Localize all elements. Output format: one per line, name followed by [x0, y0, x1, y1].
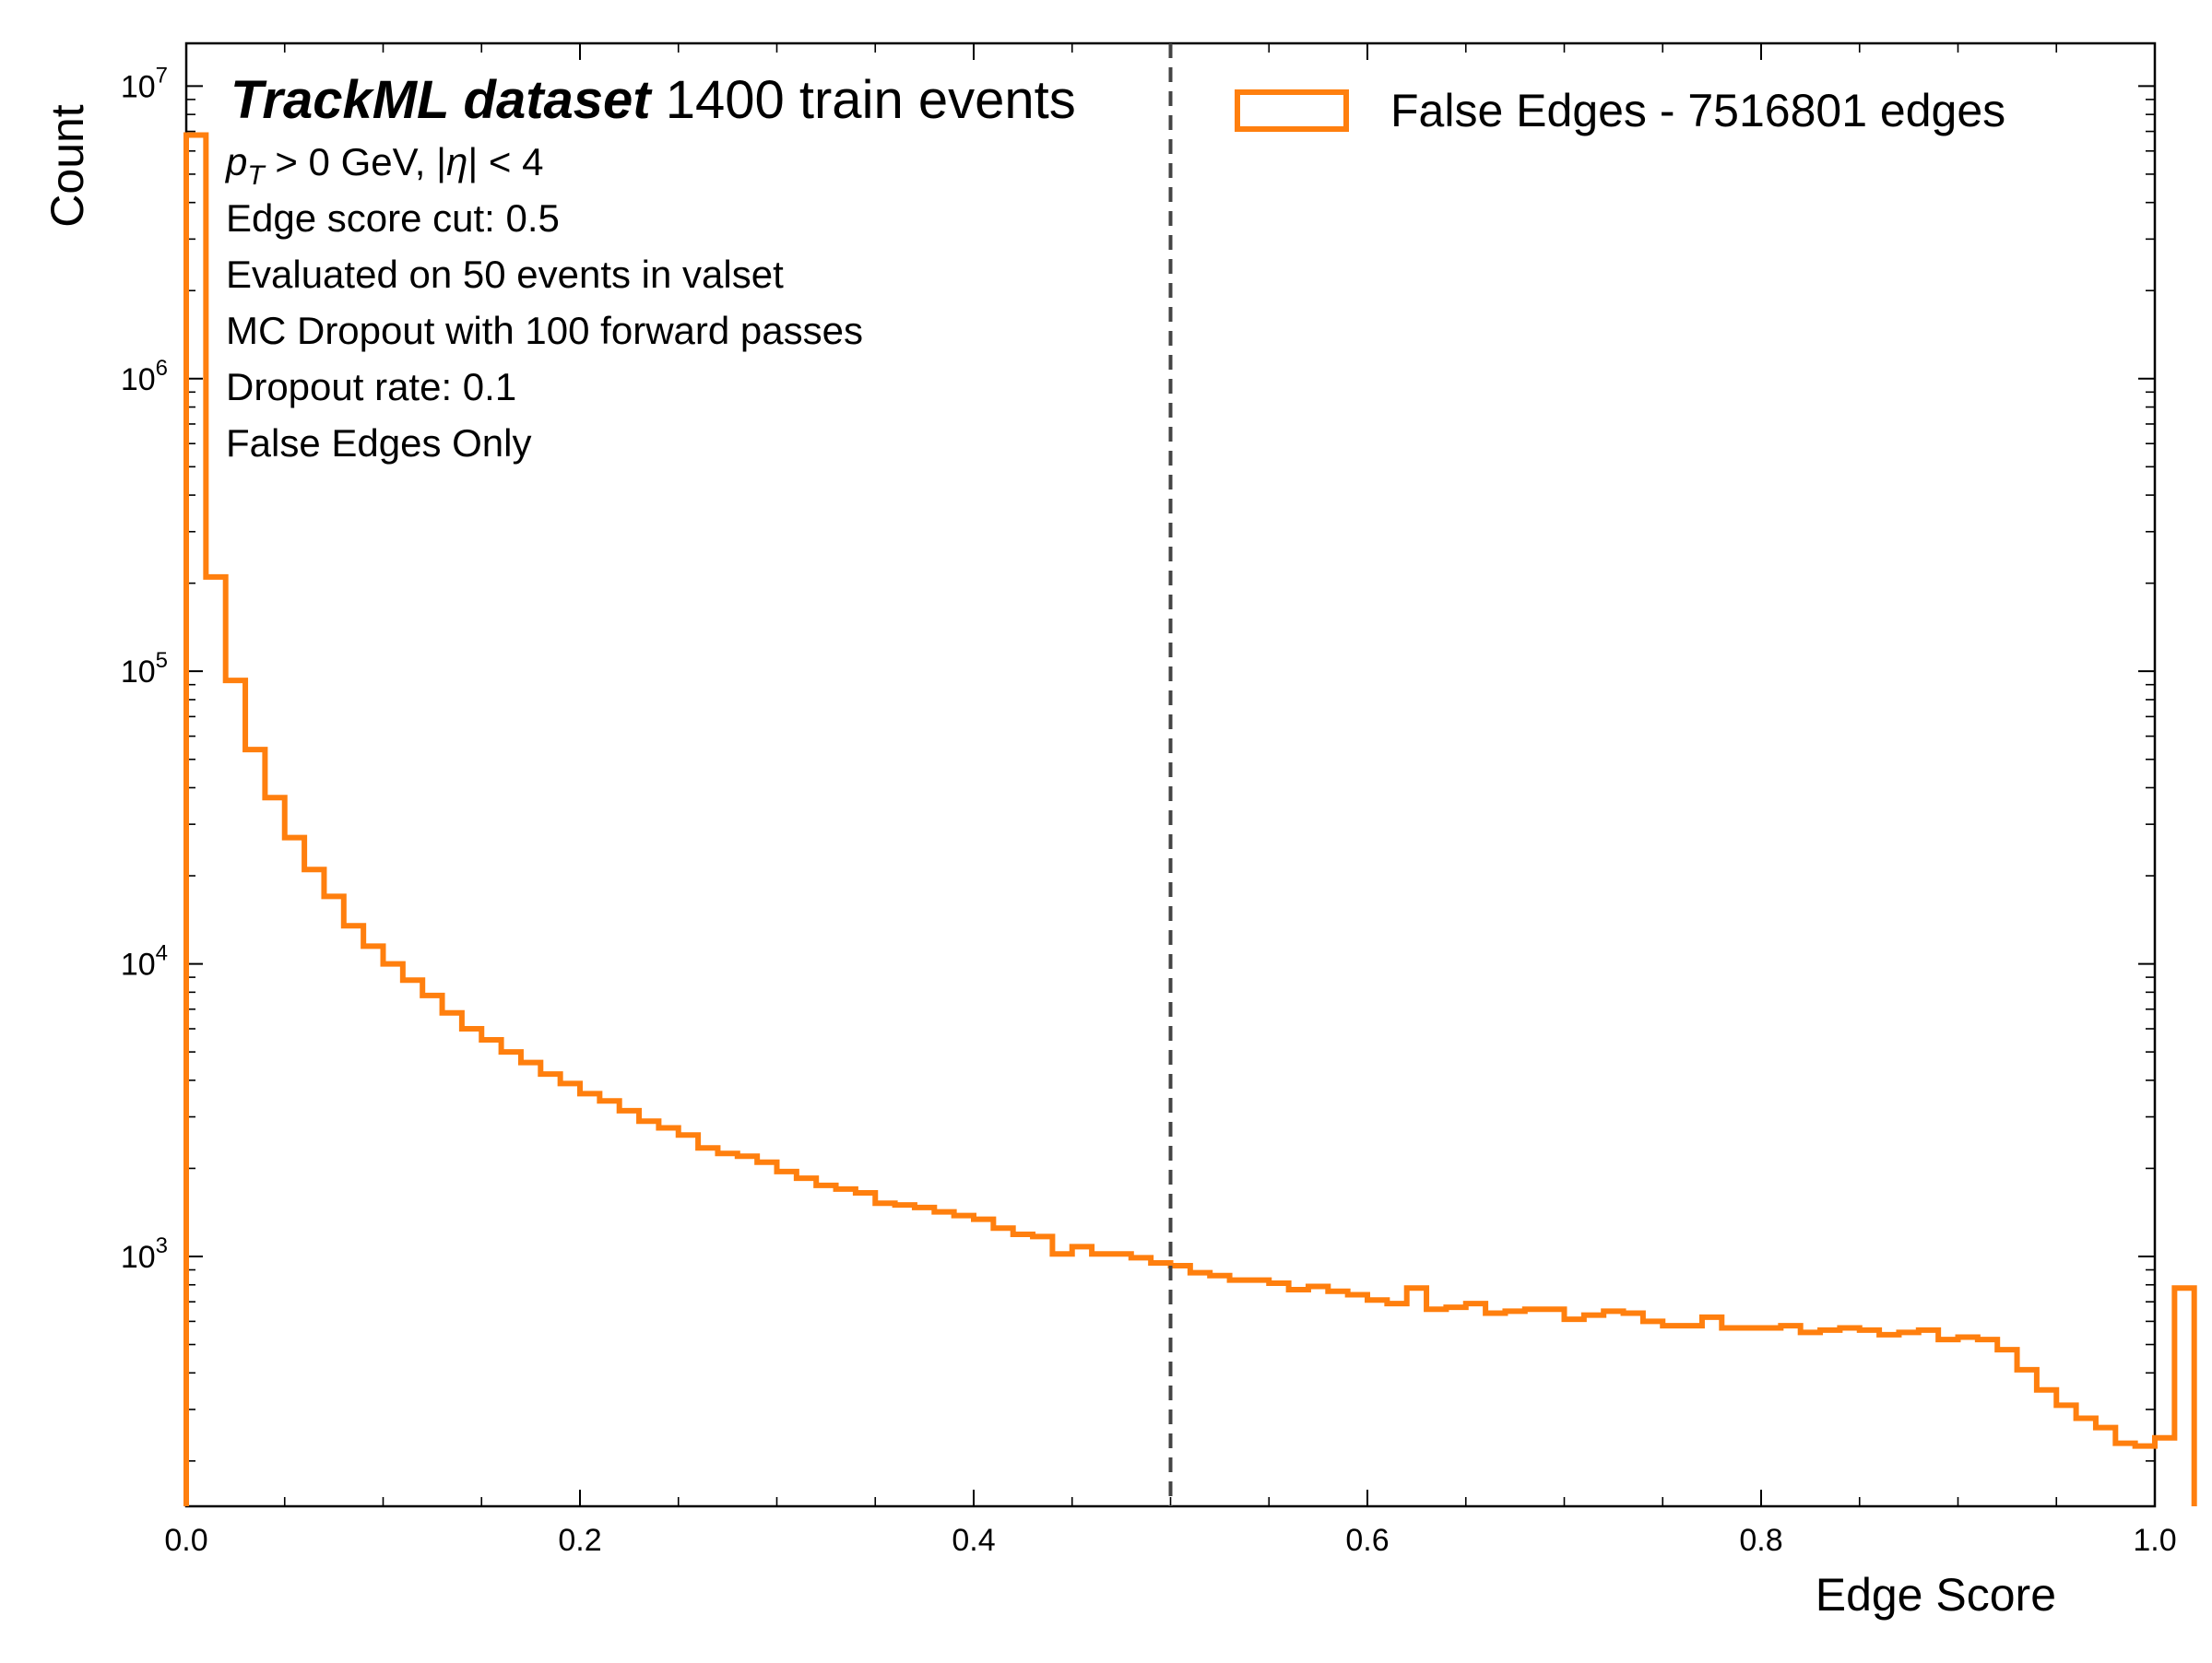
x-tick-label: 0.2 [558, 1523, 601, 1558]
annotation-title-bold: TrackML dataset [231, 70, 653, 130]
y-tick-label: 106 [121, 356, 168, 397]
histogram-series [183, 132, 2197, 1506]
annotation-line: Edge score cut: 0.5 [226, 196, 560, 240]
x-axis-label: Edge Score [1816, 1569, 2056, 1621]
y-tick-label: 103 [121, 1233, 168, 1275]
annotation-line: False Edges Only [226, 421, 532, 465]
legend: False Edges - 7516801 edges [1235, 85, 2005, 136]
y-tick-base: 10 [121, 362, 156, 397]
annotation-line: Dropout rate: 0.1 [226, 365, 516, 408]
eta-symbol: η [446, 140, 467, 183]
pt-symbol: p [224, 140, 247, 183]
series-layer [183, 43, 2197, 1506]
y-tick-base: 10 [121, 1240, 156, 1275]
legend-swatch [1235, 89, 1349, 132]
y-tick-base: 10 [121, 948, 156, 983]
legend-label: False Edges - 7516801 edges [1390, 85, 2005, 136]
y-tick-exponent: 3 [156, 1233, 168, 1258]
x-tick-label: 1.0 [2133, 1523, 2176, 1558]
annotation-title-rest: 1400 train events [651, 70, 1076, 130]
annotations: TrackML dataset 1400 train events pT > 0 … [224, 70, 1076, 465]
y-tick-base: 10 [121, 69, 156, 104]
x-tick-label: 0.0 [164, 1523, 207, 1558]
x-tick-label: 0.4 [952, 1523, 995, 1558]
x-tick-label: 0.6 [1345, 1523, 1389, 1558]
y-tick-exponent: 5 [156, 648, 168, 673]
y-tick-exponent: 7 [156, 63, 168, 88]
y-tick-exponent: 4 [156, 941, 168, 966]
pt-rest: > 0 GeV, | [265, 140, 446, 183]
x-tick-label: 0.8 [1739, 1523, 1782, 1558]
pt-end: | < 4 [467, 140, 543, 183]
y-axis-label: Count [41, 104, 93, 228]
pt-subscript: T [247, 160, 266, 191]
y-tick-label: 105 [121, 648, 168, 690]
y-tick-label: 107 [121, 63, 168, 104]
annotation-line: MC Dropout with 100 forward passes [226, 309, 863, 352]
y-tick-exponent: 6 [156, 356, 168, 381]
annotation-pt-cut: pT > 0 GeV, |η| < 4 [224, 140, 543, 191]
y-tick-base: 10 [121, 655, 156, 690]
annotation-title: TrackML dataset 1400 train events [231, 70, 1076, 130]
y-tick-label: 104 [121, 941, 168, 983]
x-axis: 0.0 0.2 0.4 0.6 0.8 1.0 [164, 43, 2177, 1558]
annotation-line: Evaluated on 50 events in valset [226, 253, 784, 296]
